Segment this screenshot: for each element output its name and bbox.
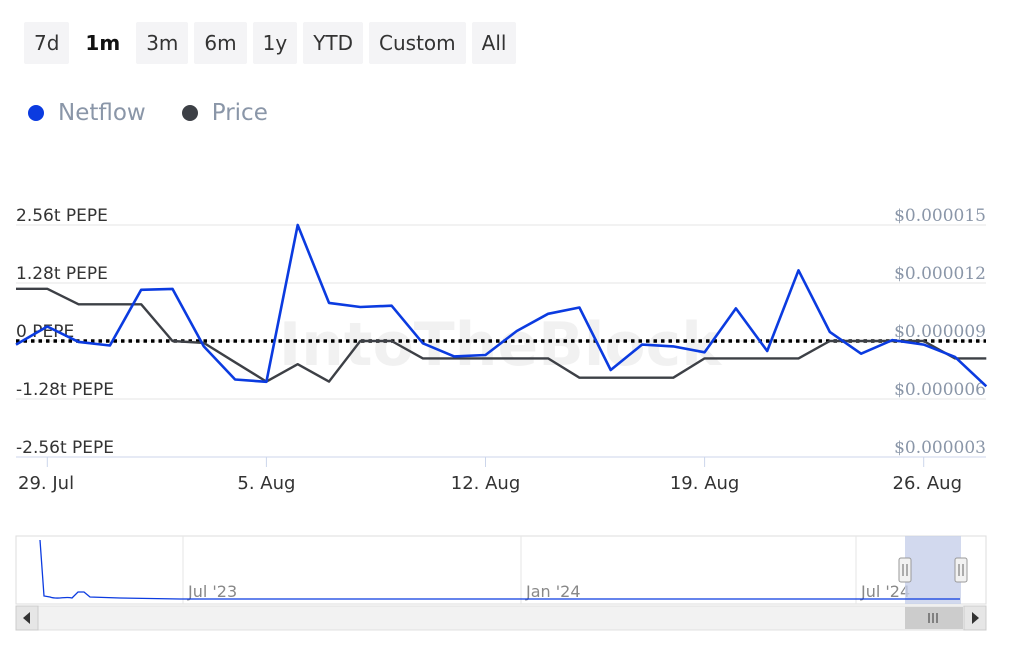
y-right-tick-label: $0.000006 — [894, 380, 986, 400]
x-tick-label: 26. Aug — [893, 473, 963, 494]
range-button-7d[interactable]: 7d — [24, 22, 70, 64]
navigator-handle[interactable] — [898, 557, 912, 583]
x-tick-label: 19. Aug — [670, 473, 740, 494]
range-button-ytd[interactable]: YTD — [303, 22, 364, 64]
series-line-netflow — [15, 223, 988, 388]
legend-label: Netflow — [58, 100, 146, 126]
x-tick-label: 29. Jul — [18, 473, 74, 494]
range-button-3m[interactable]: 3m — [136, 22, 189, 64]
range-button-1m[interactable]: 1m — [75, 22, 131, 64]
y-right-tick-label: $0.000015 — [894, 206, 986, 226]
navigator-handle[interactable] — [954, 557, 968, 583]
y-right-tick-label: $0.000009 — [894, 322, 986, 342]
y-right-tick-label: $0.000012 — [894, 264, 986, 284]
navigator-tick-label: Jan '24 — [525, 582, 581, 601]
legend-item-netflow[interactable]: Netflow — [28, 100, 146, 126]
series-group — [15, 223, 988, 388]
y-left-tick-label: -2.56t PEPE — [16, 438, 114, 458]
legend-item-price[interactable]: Price — [181, 100, 268, 126]
navigator-selection[interactable] — [905, 536, 961, 604]
navigator[interactable]: Jul '23 Jan '24 Jul '24 — [15, 535, 987, 631]
series-line-price — [16, 287, 987, 383]
arrow-left-icon — [23, 612, 30, 624]
legend-dot-icon — [28, 105, 44, 121]
range-button-1y[interactable]: 1y — [252, 22, 298, 64]
x-tick-label: 5. Aug — [237, 473, 295, 494]
scrollbar-track[interactable] — [15, 605, 987, 631]
arrow-right-icon — [972, 612, 979, 624]
y-right-tick-label: $0.000003 — [894, 438, 986, 458]
range-selector: 7d 1m 3m 6m 1y YTD Custom All — [24, 22, 517, 64]
navigator-tick-label: Jul '23 — [187, 582, 237, 601]
scrollbar-thumb[interactable] — [905, 607, 963, 629]
legend-label: Price — [211, 100, 268, 126]
navigator-tick-label: Jul '24 — [860, 582, 910, 601]
legend: Netflow Price — [28, 100, 268, 126]
y-left-tick-label: -1.28t PEPE — [16, 380, 114, 400]
x-tick-label: 12. Aug — [451, 473, 521, 494]
range-button-all[interactable]: All — [471, 22, 517, 64]
legend-dot-icon — [181, 105, 198, 121]
grid-lines — [16, 224, 986, 400]
range-button-6m[interactable]: 6m — [194, 22, 247, 64]
navigator-series-line — [39, 539, 960, 600]
y-axis-right: $0.000015 $0.000012 $0.000009 $0.000006 $0.0… — [894, 206, 986, 458]
y-left-tick-label: 1.28t PEPE — [16, 264, 108, 284]
y-left-tick-label: 2.56t PEPE — [16, 206, 108, 226]
navigator-frame — [15, 535, 987, 605]
x-axis: 29. Jul 5. Aug 12. Aug 19. Aug 26. Aug — [16, 456, 986, 494]
range-button-custom[interactable]: Custom — [369, 22, 466, 64]
